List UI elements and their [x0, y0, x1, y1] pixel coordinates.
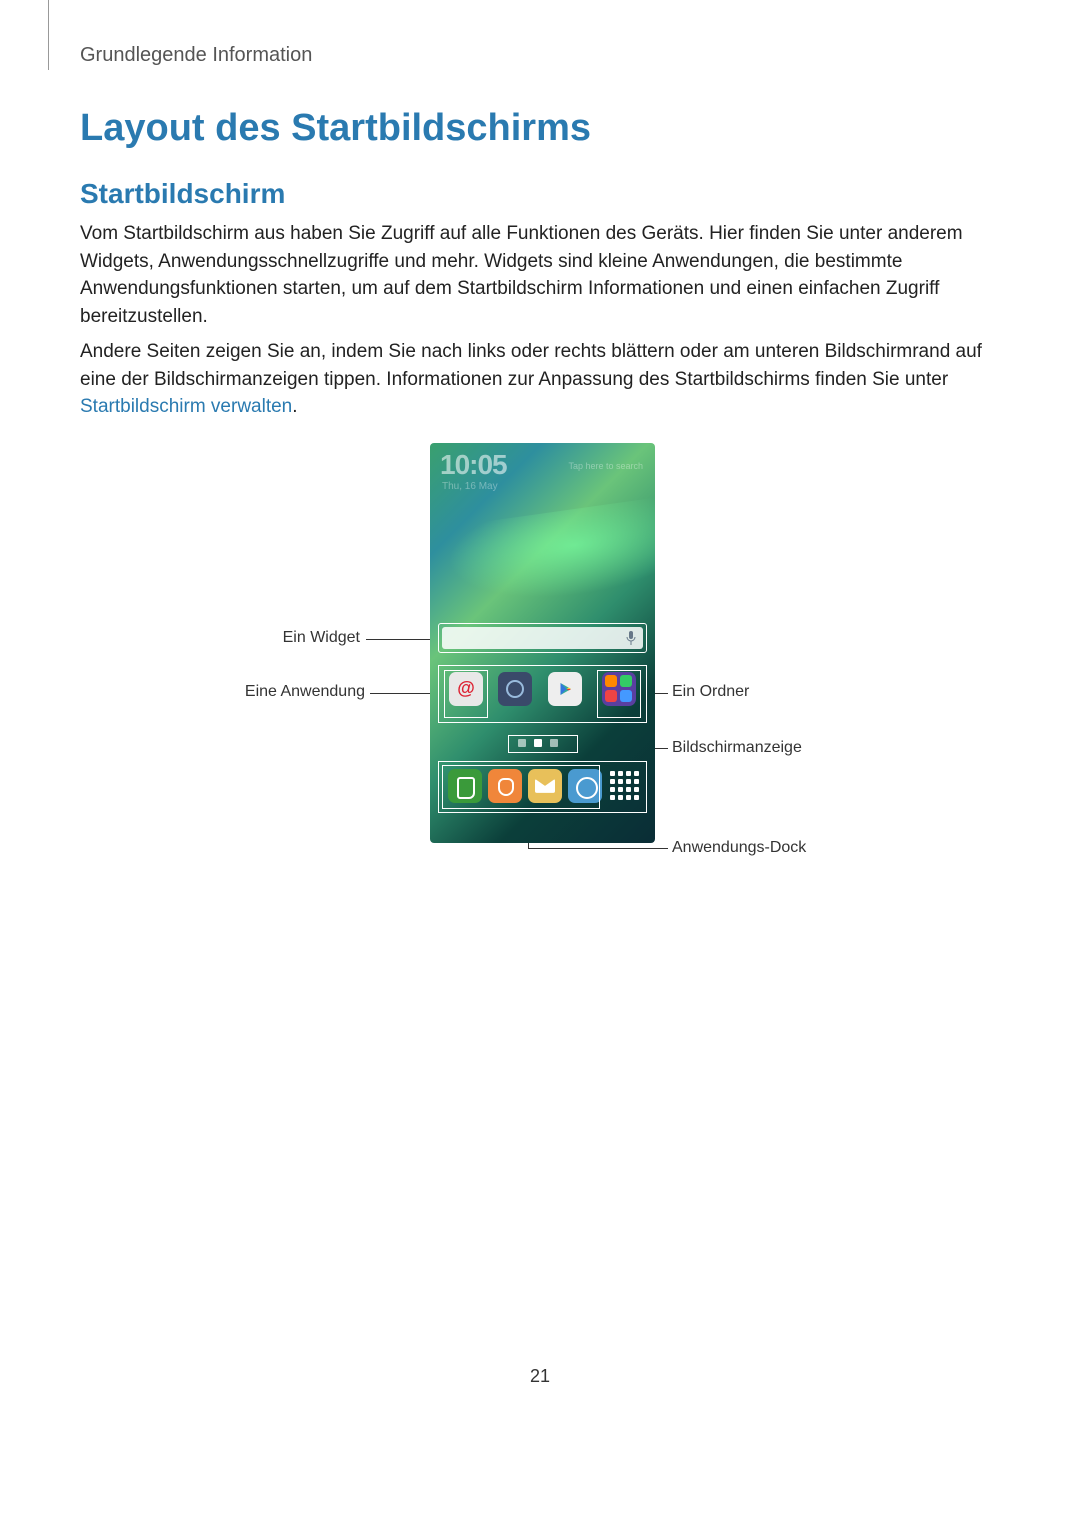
lead-line [366, 639, 430, 640]
page-content: Grundlegende Information Layout des Star… [0, 0, 1080, 903]
search-hint: Tap here to search [568, 461, 643, 471]
margin-rule [48, 0, 49, 70]
phone-screenshot: 10:05 Thu, 16 May Tap here to search [430, 443, 655, 843]
callout-folder: Ein Ordner [672, 683, 749, 701]
paragraph-2: Andere Seiten zeigen Sie an, indem Sie n… [80, 338, 1000, 421]
paragraph-2-pre: Andere Seiten zeigen Sie an, indem Sie n… [80, 341, 982, 390]
page-number: 21 [0, 1366, 1080, 1387]
highlight-widget [438, 623, 647, 653]
manage-homescreen-link[interactable]: Startbildschirm verwalten [80, 396, 292, 417]
section-heading: Startbildschirm [80, 178, 1000, 210]
highlight-folder [597, 670, 641, 718]
callout-app: Eine Anwendung [235, 683, 365, 701]
callout-indicator: Bildschirmanzeige [672, 739, 802, 757]
paragraph-2-post: . [292, 396, 297, 417]
clock-time: 10:05 [440, 449, 507, 481]
clock-date: Thu, 16 May [442, 481, 498, 492]
callout-dock: Anwendungs-Dock [672, 839, 806, 857]
lead-line [528, 848, 668, 849]
page-title: Layout des Startbildschirms [80, 107, 1000, 150]
figure: Ein Widget Eine Anwendung Ein Ordner Bil… [80, 443, 1000, 903]
paragraph-1: Vom Startbildschirm aus haben Sie Zugrif… [80, 220, 1000, 330]
highlight-indicator [508, 735, 578, 753]
callout-widget: Ein Widget [270, 629, 360, 647]
highlight-dock-inner [442, 765, 600, 809]
breadcrumb: Grundlegende Information [80, 44, 1000, 67]
highlight-single-app [444, 670, 488, 718]
